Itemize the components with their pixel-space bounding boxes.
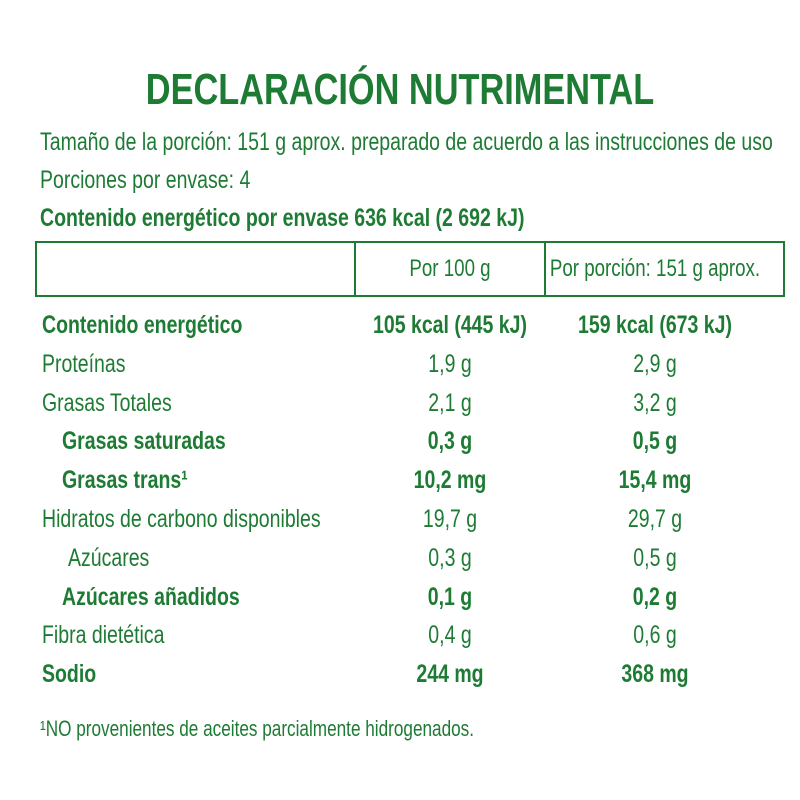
row-label: Grasas Totales [42,388,172,417]
row-value: 368 mg [621,660,689,689]
row-value: 0,5 g [632,427,678,456]
row-value: 19,7 g [422,505,478,533]
column-rule [354,241,356,297]
footnote: ¹NO provenientes de aceites parcialmente… [40,716,475,741]
row-value: 15,4 mg [618,466,692,495]
title: DECLARACIÓN NUTRIMENTAL [145,65,655,114]
row-value: 0,5 g [633,543,677,572]
row-value: 244 mg [416,660,484,689]
row-label: Azúcares [68,543,150,572]
row-value: 2,1 g [428,388,472,417]
row-value: 0,1 g [427,582,473,611]
row-value: 0,6 g [633,621,677,650]
table-header-rule [35,295,785,297]
row-value: 0,4 g [428,621,472,650]
row-value: 0,3 g [427,427,473,456]
row-value: 10,2 mg [413,466,487,495]
table-top-rule [35,241,785,243]
row-label: Sodio [42,660,97,689]
row-value: 159 kcal (673 kJ) [578,311,732,339]
column-header: Por 100 g [409,255,491,282]
info-line: Porciones por envase: 4 [40,166,251,194]
info-line: Tamaño de la porción: 151 g aprox. prepa… [40,128,773,156]
row-label: Contenido energético [42,311,243,339]
table-left-rule [35,241,37,297]
column-header: Por porción: 151 g aprox. [549,255,761,282]
row-value: 2,9 g [633,349,677,378]
row-value: 3,2 g [633,388,677,417]
row-label: Fibra dietética [42,621,165,650]
row-label: Hidratos de carbono disponibles [42,505,321,533]
row-value: 29,7 g [627,505,683,533]
row-label: Azúcares añadidos [62,582,240,611]
row-value: 0,2 g [632,582,678,611]
row-label: Grasas saturadas [62,427,226,456]
info-line: Contenido energético por envase 636 kcal… [40,204,525,232]
row-label: Grasas trans¹ [62,466,188,495]
row-value: 1,9 g [428,349,472,378]
row-value: 0,3 g [428,543,472,572]
row-label: Proteínas [42,349,126,378]
table-right-rule [783,241,785,297]
column-rule [544,241,546,297]
row-value: 105 kcal (445 kJ) [373,311,527,339]
